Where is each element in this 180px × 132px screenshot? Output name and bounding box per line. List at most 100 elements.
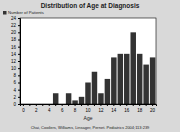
caption: Chai, Cooilers, Williams, Linsager, Pern… — [31, 125, 150, 130]
x-tick-mark — [49, 104, 50, 106]
legend: Number of Patients — [3, 10, 44, 15]
bar — [150, 57, 155, 104]
x-tick-mark — [94, 104, 95, 106]
x-tick-mark — [55, 104, 56, 106]
x-tick-mark — [23, 104, 24, 106]
x-tick-mark — [100, 104, 101, 106]
x-tick: 14 — [111, 104, 117, 113]
x-axis: 0 2 4 6 8 10 12 14 16 18 20 — [21, 104, 157, 113]
y-tick: 22 — [11, 23, 20, 28]
chart: Distribution of Age at Diagnosis02468101… — [0, 0, 180, 132]
x-tick-mark — [81, 104, 82, 106]
bars — [53, 32, 155, 104]
y-tick-label: 2 — [13, 95, 16, 100]
x-tick-mark — [68, 104, 69, 106]
bar — [118, 54, 123, 104]
y-tick-label: 16 — [11, 45, 17, 50]
plot: 02468101214161820222402468101214161820 — [11, 16, 157, 113]
x-tick — [81, 104, 82, 106]
x-axis-title: Age — [84, 115, 93, 121]
y-tick: 16 — [11, 45, 20, 50]
bar — [72, 100, 77, 104]
bar — [130, 32, 135, 104]
bar — [137, 54, 142, 104]
y-tick: 8 — [13, 73, 20, 78]
x-tick-mark — [146, 104, 147, 106]
x-tick-label: 6 — [61, 108, 64, 113]
y-tick-label: 18 — [11, 37, 17, 42]
y-tick: 6 — [13, 80, 20, 85]
x-tick-mark — [36, 104, 37, 106]
y-tick: 14 — [11, 52, 20, 57]
x-tick — [133, 104, 134, 106]
bar — [105, 79, 110, 104]
plot-frame — [20, 18, 156, 104]
x-tick-mark — [42, 104, 43, 106]
x-tick-mark — [133, 104, 134, 106]
x-tick-label: 20 — [150, 108, 156, 113]
title: Distribution of Age at Diagnosis — [41, 2, 140, 10]
y-tick-label: 4 — [13, 88, 16, 93]
x-tick-label: 14 — [111, 108, 117, 113]
bar — [66, 93, 71, 104]
x-tick: 0 — [22, 104, 25, 113]
x-tick-mark — [107, 104, 108, 106]
x-tick-mark — [75, 104, 76, 106]
y-tick-label: 10 — [11, 66, 17, 71]
x-tick-label: 4 — [48, 108, 51, 113]
x-axis-line — [21, 105, 157, 107]
x-tick: 6 — [61, 104, 64, 113]
y-tick-label: 0 — [13, 102, 16, 107]
x-tick — [68, 104, 69, 106]
x-tick: 20 — [150, 104, 156, 113]
y-tick: 18 — [11, 37, 20, 42]
y-tick: 20 — [11, 30, 20, 35]
x-tick: 2 — [35, 104, 38, 113]
legend-swatch — [3, 11, 7, 15]
x-tick: 16 — [124, 104, 130, 113]
x-tick-label: 10 — [85, 108, 91, 113]
bar — [98, 93, 103, 104]
legend-label: Number of Patients — [8, 10, 44, 15]
y-tick-label: 24 — [11, 16, 17, 21]
x-tick-mark — [29, 104, 30, 106]
x-tick: 10 — [85, 104, 91, 113]
y-tick-label: 14 — [11, 52, 17, 57]
x-tick-mark — [113, 104, 114, 106]
x-tick: 8 — [74, 104, 77, 113]
y-tick: 12 — [11, 59, 20, 64]
x-tick-label: 8 — [74, 108, 77, 113]
plot-background — [20, 18, 156, 104]
bar — [79, 97, 84, 104]
bar — [111, 57, 116, 104]
x-tick — [29, 104, 30, 106]
y-tick-label: 12 — [11, 59, 17, 64]
bar — [124, 54, 129, 104]
x-tick: 12 — [98, 104, 104, 113]
bar — [53, 93, 58, 104]
y-tick: 2 — [13, 95, 20, 100]
x-tick-label: 12 — [98, 108, 104, 113]
y-tick: 4 — [13, 88, 20, 93]
x-tick-label: 18 — [137, 108, 143, 113]
x-tick-mark — [152, 104, 153, 106]
y-axis: 024681012141618202224 — [11, 16, 21, 107]
x-tick-mark — [126, 104, 127, 106]
x-tick-mark — [120, 104, 121, 106]
y-tick-label: 8 — [13, 73, 16, 78]
bar — [92, 72, 97, 104]
x-tick-label: 0 — [22, 108, 25, 113]
x-tick-label: 16 — [124, 108, 130, 113]
x-tick-mark — [139, 104, 140, 106]
y-tick-label: 6 — [13, 80, 16, 85]
x-tick-mark — [88, 104, 89, 106]
y-tick: 0 — [13, 102, 20, 107]
x-tick — [55, 104, 56, 106]
y-tick: 24 — [11, 16, 20, 21]
y-tick-label: 22 — [11, 23, 17, 28]
x-tick: 4 — [48, 104, 51, 113]
x-tick — [42, 104, 43, 106]
x-tick — [146, 104, 147, 106]
x-tick — [107, 104, 108, 106]
x-tick — [94, 104, 95, 106]
